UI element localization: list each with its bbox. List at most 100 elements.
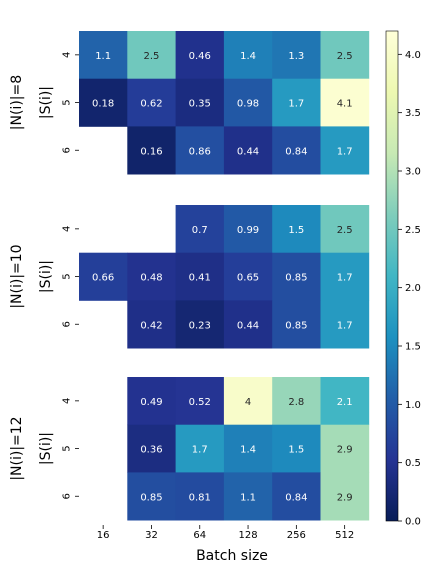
cell-value-label: 0.52 bbox=[189, 397, 211, 408]
heatmap-cell bbox=[272, 377, 321, 426]
heatmap-cell bbox=[223, 31, 273, 80]
heatmap-cell bbox=[175, 31, 225, 80]
x-tick-label: 64 bbox=[193, 530, 206, 541]
heatmap-cell bbox=[175, 472, 225, 521]
colorbar-tick-label: 3.0 bbox=[405, 167, 421, 178]
heatmap-cell bbox=[320, 78, 370, 127]
cell-value-label: 0.85 bbox=[285, 320, 307, 331]
x-tick-label: 16 bbox=[97, 530, 110, 541]
colorbar-gradient bbox=[385, 30, 399, 522]
colorbar-tick-label: 4.0 bbox=[405, 50, 421, 61]
heatmap-cell bbox=[223, 252, 273, 301]
heatmap-cell bbox=[320, 424, 370, 473]
heatmap-cell bbox=[272, 300, 321, 349]
cell-value-label: 0.48 bbox=[140, 273, 162, 284]
row-tick-label: 5 bbox=[62, 445, 73, 451]
cell-value-label: 0.85 bbox=[285, 273, 307, 284]
heatmap-cell bbox=[175, 126, 225, 175]
cell-value-label: 0.44 bbox=[237, 146, 259, 157]
cell-value-label: 1.7 bbox=[337, 320, 353, 331]
colorbar-tick-label: 3.5 bbox=[405, 108, 421, 119]
heatmap-panels: 1.1 2.5 0.46 1.4 1.3 2.5 0.18 0.62 0.35 0.98 1.7 4.… bbox=[9, 31, 370, 521]
cell-value-label: 2.5 bbox=[337, 225, 353, 236]
colorbar-tick-label: 1.0 bbox=[405, 400, 421, 411]
heatmap-cell bbox=[272, 126, 321, 175]
row-tick-label: 4 bbox=[62, 226, 73, 232]
cell-value-label: 0.99 bbox=[237, 225, 259, 236]
row-tick-label: 4 bbox=[62, 398, 73, 404]
cell-value-label: 0.42 bbox=[140, 320, 162, 331]
cell-value-label: 0.81 bbox=[189, 492, 211, 503]
heatmap-panel: 1.1 2.5 0.46 1.4 1.3 2.5 0.18 0.62 0.35 0.98 1.7 4.… bbox=[9, 31, 370, 175]
heatmap-cell bbox=[223, 78, 273, 127]
heatmap-cell bbox=[272, 31, 321, 80]
cell-value-label: 0.36 bbox=[140, 445, 162, 456]
x-axis-label: Batch size bbox=[196, 548, 268, 564]
cell-value-label: 0.41 bbox=[189, 273, 211, 284]
heatmap-cell bbox=[272, 78, 321, 127]
heatmap-cell bbox=[320, 472, 370, 521]
cell-value-label: 0.86 bbox=[189, 146, 211, 157]
heatmap-cell bbox=[175, 78, 225, 127]
colorbar-tick-label: 1.5 bbox=[405, 342, 421, 353]
heatmap-cell bbox=[320, 205, 370, 254]
heatmap-cell bbox=[320, 252, 370, 301]
heatmap-cell bbox=[272, 252, 321, 301]
cell-value-label: 1.7 bbox=[337, 146, 353, 157]
heatmap-cell bbox=[127, 300, 176, 349]
cell-value-label: 4 bbox=[245, 397, 251, 408]
colorbar-tick-label: 2.5 bbox=[405, 225, 421, 236]
x-axis: 16 32 64 128 256 512 bbox=[97, 525, 354, 541]
row-axis-label: |S(i)| bbox=[38, 432, 54, 465]
colorbar-tick-label: 0.0 bbox=[405, 517, 421, 528]
cell-value-label: 0.66 bbox=[92, 273, 114, 284]
cell-value-label: 0.65 bbox=[237, 273, 259, 284]
cell-value-label: 0.23 bbox=[189, 320, 211, 331]
row-tick-label: 4 bbox=[62, 52, 73, 58]
heatmap-cell bbox=[272, 472, 321, 521]
heatmap-panel: 0.7 0.99 1.5 2.5 0.66 0.48 0.41 0.65 0.85 1.7 0.42… bbox=[9, 205, 370, 349]
cell-value-label: 0.98 bbox=[237, 99, 259, 110]
cell-value-label: 1.1 bbox=[240, 492, 256, 503]
heatmap-cell bbox=[223, 472, 273, 521]
heatmap-cell bbox=[127, 472, 176, 521]
heatmap-cell bbox=[127, 31, 176, 80]
cell-value-label: 2.1 bbox=[337, 397, 353, 408]
x-tick-label: 256 bbox=[287, 530, 306, 541]
cell-value-label: 2.5 bbox=[143, 51, 159, 62]
heatmap-cell bbox=[320, 377, 370, 426]
heatmap-cell bbox=[320, 126, 370, 175]
heatmap-cell bbox=[223, 300, 273, 349]
heatmap-cell bbox=[127, 377, 176, 426]
heatmap-cell bbox=[175, 377, 225, 426]
heatmap-cell bbox=[272, 205, 321, 254]
cell-value-label: 0.85 bbox=[140, 492, 162, 503]
cell-value-label: 1.4 bbox=[240, 51, 256, 62]
heatmap-cell bbox=[127, 78, 176, 127]
heatmap-cell bbox=[223, 377, 273, 426]
colorbar-tick-label: 0.5 bbox=[405, 458, 421, 469]
heatmap-cell bbox=[79, 31, 128, 80]
cell-value-label: 1.7 bbox=[288, 99, 304, 110]
heatmap-panel: 0.49 0.52 4 2.8 2.1 0.36 1.7 1.4 1.5 2.9 0.85 0.81 1… bbox=[9, 377, 370, 521]
cell-value-label: 0.35 bbox=[189, 99, 211, 110]
cell-value-label: 2.8 bbox=[288, 397, 304, 408]
heatmap-cell bbox=[79, 252, 128, 301]
heatmap-cell bbox=[320, 300, 370, 349]
x-tick-label: 512 bbox=[335, 530, 354, 541]
cell-value-label: 4.1 bbox=[337, 99, 353, 110]
heatmap-cell bbox=[175, 300, 225, 349]
group-label: |N(i)|=8 bbox=[9, 75, 25, 130]
cell-value-label: 1.4 bbox=[240, 445, 256, 456]
cell-value-label: 0.84 bbox=[285, 146, 307, 157]
heatmap-cell bbox=[127, 126, 176, 175]
colorbar-tick-label: 2.0 bbox=[405, 283, 421, 294]
row-tick-label: 6 bbox=[62, 321, 73, 327]
cell-value-label: 1.5 bbox=[288, 445, 304, 456]
cell-value-label: 2.5 bbox=[337, 51, 353, 62]
cell-value-label: 0.16 bbox=[140, 146, 162, 157]
row-axis-label: |S(i)| bbox=[38, 86, 54, 119]
row-tick-label: 6 bbox=[62, 147, 73, 153]
heatmap-cell bbox=[175, 205, 225, 254]
